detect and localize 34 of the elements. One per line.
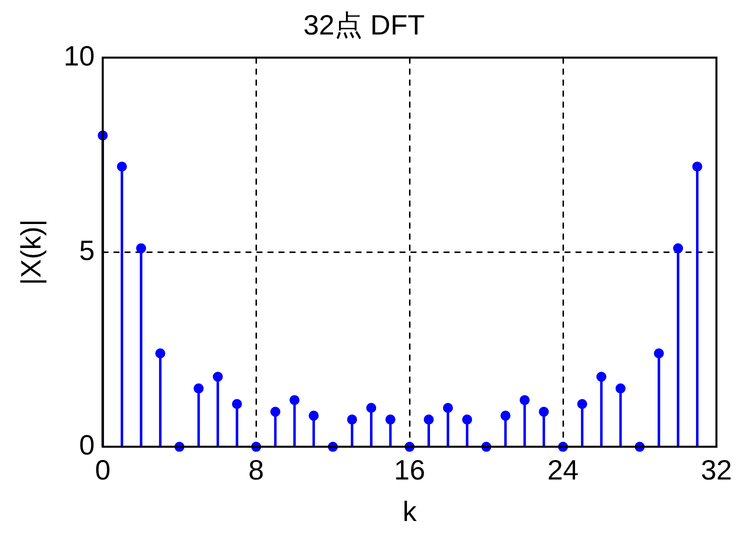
point xyxy=(308,410,319,421)
y-tick-label: 10 xyxy=(64,40,95,72)
point xyxy=(116,162,127,172)
point xyxy=(692,162,702,172)
y-axis-title: |X(k)| xyxy=(16,219,47,286)
x-tick-label: 8 xyxy=(248,454,264,486)
point xyxy=(520,395,530,406)
chart-title: 32点 DFT xyxy=(303,10,425,41)
x-tick-label: 24 xyxy=(547,454,579,486)
point xyxy=(270,406,280,417)
point xyxy=(136,243,146,254)
point xyxy=(194,383,204,394)
x-tick-label: 32 xyxy=(700,454,732,486)
point xyxy=(212,372,223,382)
point xyxy=(347,414,358,425)
point xyxy=(232,398,242,409)
point xyxy=(442,402,453,413)
point xyxy=(500,410,510,421)
point xyxy=(385,414,396,425)
point xyxy=(577,398,588,409)
point xyxy=(424,414,434,425)
y-tick-label: 5 xyxy=(79,234,95,266)
point xyxy=(462,414,472,425)
point xyxy=(366,402,376,413)
x-tick-label: 16 xyxy=(394,454,426,486)
point xyxy=(616,383,626,394)
x-axis-title: k xyxy=(402,496,418,527)
point xyxy=(538,406,549,417)
y-tick-label: 0 xyxy=(79,430,95,461)
point xyxy=(290,395,300,406)
point xyxy=(596,372,606,382)
point xyxy=(654,348,664,358)
point xyxy=(155,348,166,358)
point xyxy=(673,243,684,254)
